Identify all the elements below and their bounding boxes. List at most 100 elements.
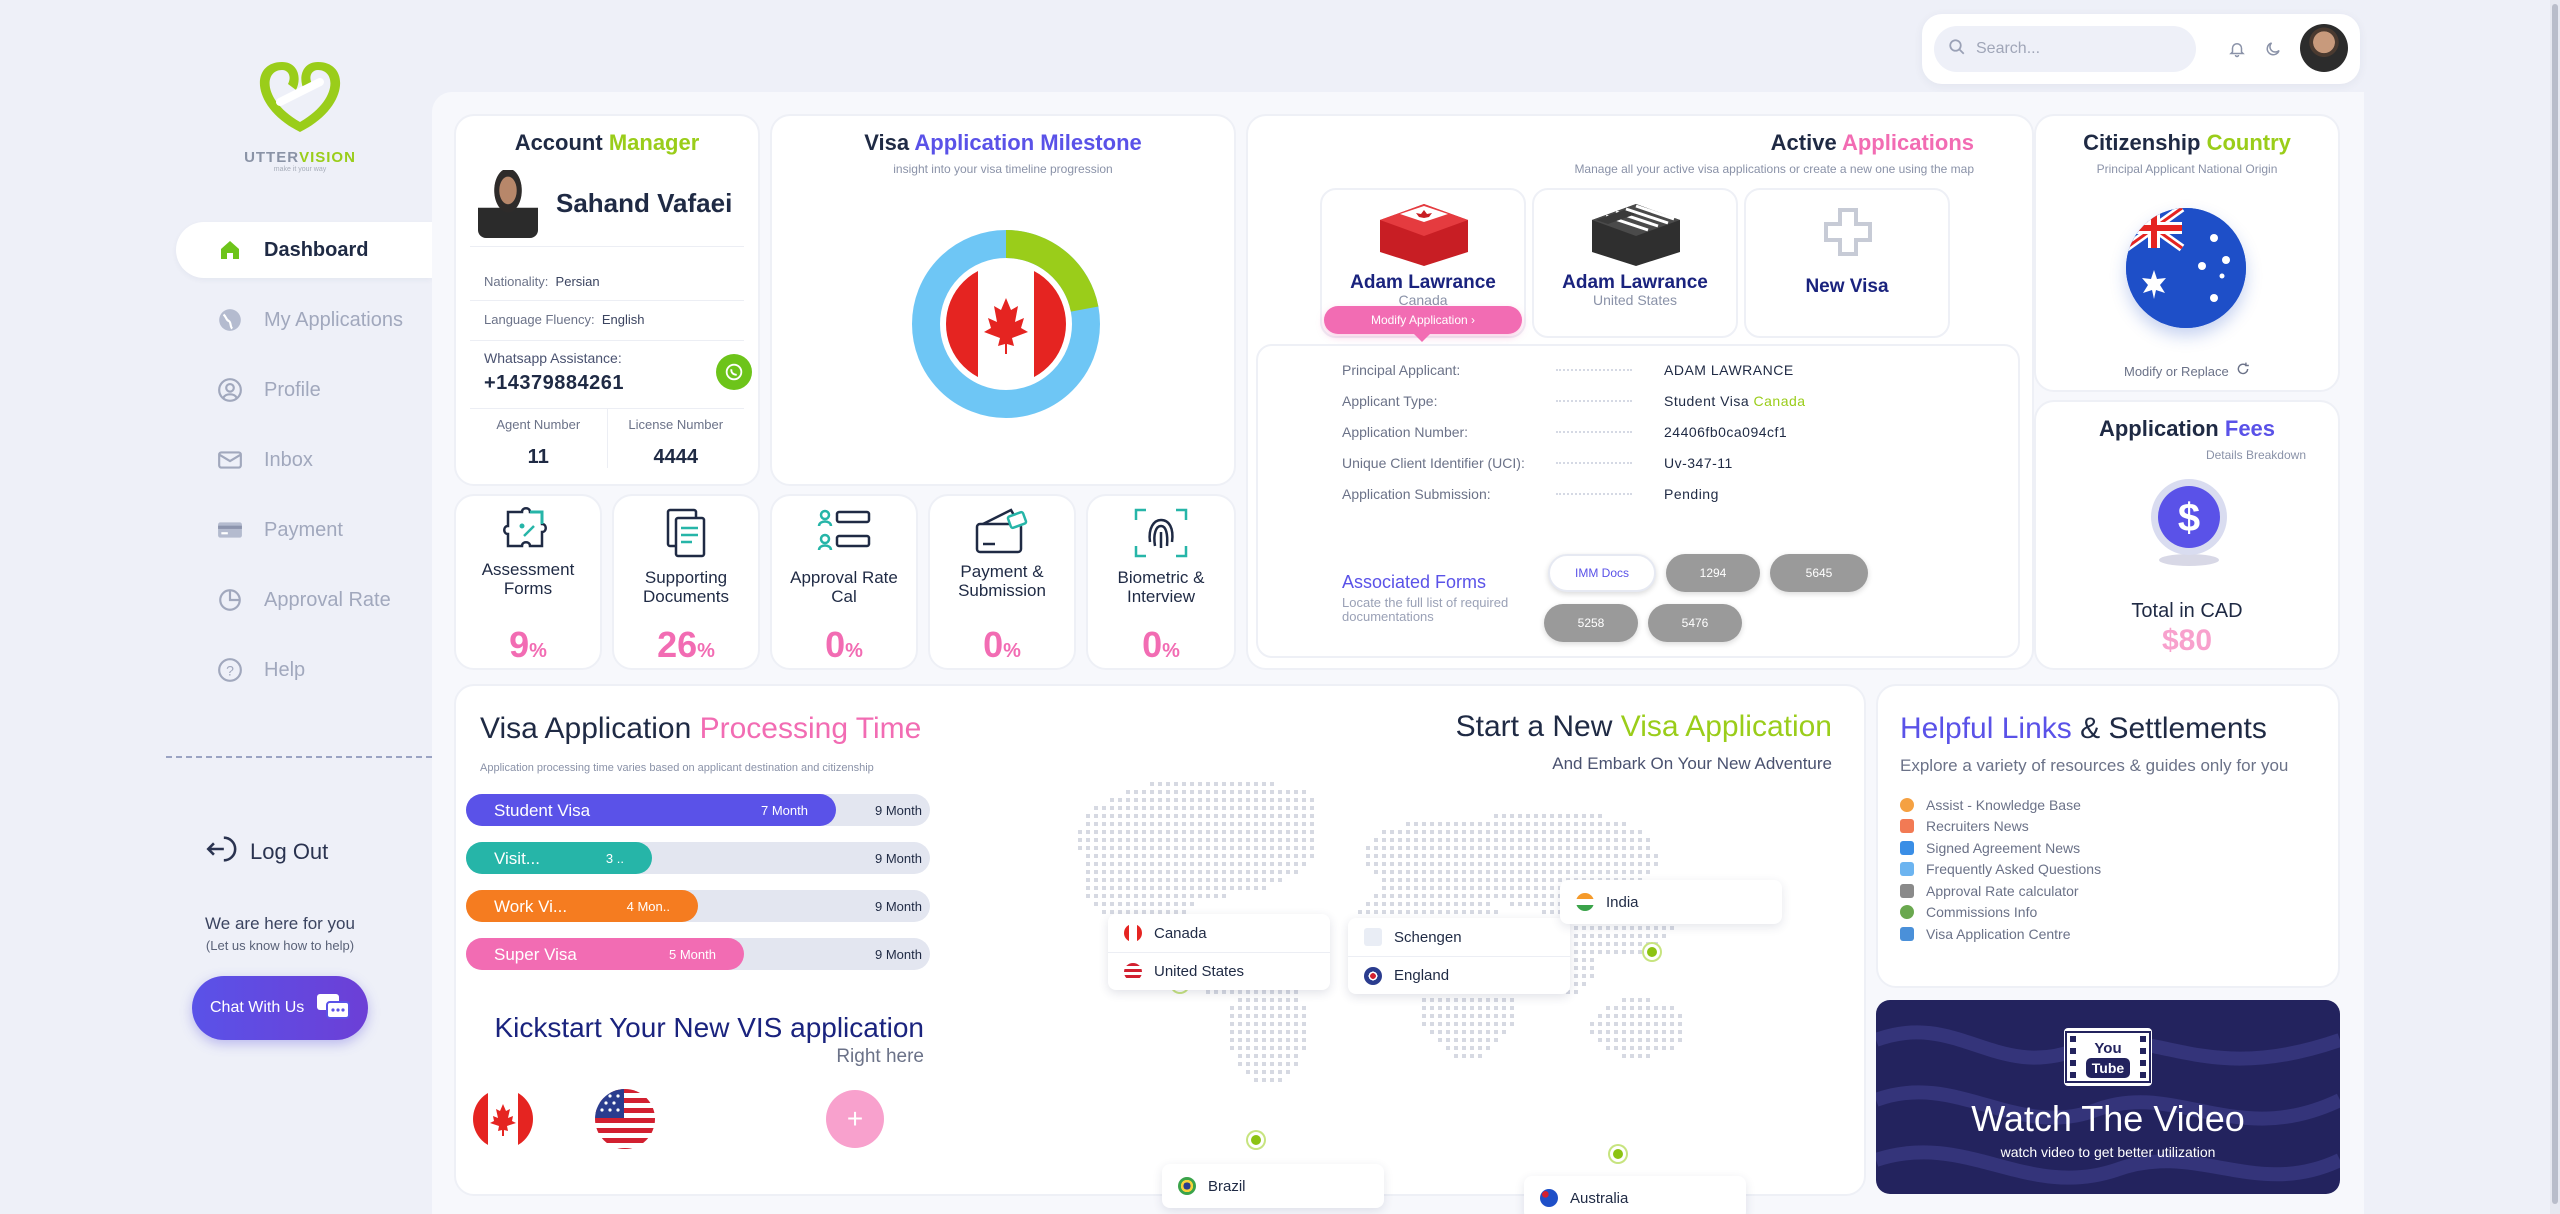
stat-payment-submission[interactable]: Payment & Submission 0%	[928, 494, 1076, 670]
stat-approval-rate-cal[interactable]: Approval Rate Cal 0%	[770, 494, 918, 670]
form-chip-1294[interactable]: 1294	[1666, 554, 1760, 592]
us-flag-button[interactable]	[594, 1088, 656, 1150]
map-dot	[1486, 886, 1490, 890]
watch-video-banner[interactable]: You Tube Watch The Video watch video to …	[1876, 1000, 2340, 1194]
map-dot	[1390, 870, 1394, 874]
stat-biometric-interview[interactable]: Biometric & Interview 0%	[1086, 494, 1236, 670]
sidebar-item-profile[interactable]: Profile	[176, 362, 432, 418]
option-canada[interactable]: Canada	[1108, 914, 1330, 952]
map-dot	[1494, 814, 1498, 818]
map-dot	[1526, 854, 1530, 858]
map-dot	[1310, 838, 1314, 842]
search-input[interactable]	[1976, 40, 2176, 58]
map-dot	[1270, 822, 1274, 826]
form-chip-5476[interactable]: 5476	[1648, 604, 1742, 642]
stat-supporting-documents[interactable]: Supporting Documents 26%	[612, 494, 760, 670]
link-commissions-info[interactable]: Commissions Info	[1900, 902, 2101, 924]
map-dot	[1262, 1078, 1266, 1082]
moon-icon[interactable]	[2264, 40, 2282, 63]
user-avatar[interactable]	[2300, 24, 2348, 72]
option-australia[interactable]: Australia	[1524, 1176, 1746, 1214]
map-pin-brazil[interactable]	[1248, 1132, 1264, 1148]
link-approval-rate-calculator[interactable]: Approval Rate calculator	[1900, 880, 2101, 902]
map-dot	[1606, 1006, 1610, 1010]
map-dot	[1286, 1054, 1290, 1058]
link-visa-application-centre[interactable]: Visa Application Centre	[1900, 923, 2101, 945]
map-dot	[1238, 862, 1242, 866]
home-icon	[216, 236, 244, 264]
map-dot	[1214, 894, 1218, 898]
map-dot	[1494, 1006, 1498, 1010]
option-england[interactable]: England	[1348, 956, 1570, 994]
bell-icon[interactable]	[2228, 40, 2246, 63]
whatsapp-number[interactable]: +14379884261	[484, 372, 625, 394]
new-visa-tile[interactable]: New Visa	[1744, 188, 1950, 338]
map-dot	[1606, 926, 1610, 930]
map-dot	[1222, 822, 1226, 826]
application-tile-united-states[interactable]: Adam Lawrance United States	[1532, 188, 1738, 338]
form-chip-5645[interactable]: 5645	[1770, 554, 1868, 592]
north-america-popup: Canada United States	[1108, 914, 1330, 990]
whatsapp-icon[interactable]	[716, 354, 752, 390]
map-dot	[1414, 830, 1418, 834]
map-dot	[1214, 878, 1218, 882]
option-schengen[interactable]: Schengen	[1348, 918, 1570, 956]
sidebar-item-my-applications[interactable]: My Applications	[176, 292, 432, 348]
map-dot	[1238, 886, 1242, 890]
option-united-states[interactable]: United States	[1108, 952, 1330, 990]
map-dot	[1102, 830, 1106, 834]
map-dot	[1582, 854, 1586, 858]
map-dot	[1486, 910, 1490, 914]
link-signed-agreement-news[interactable]: Signed Agreement News	[1900, 837, 2101, 859]
chat-with-us-button[interactable]: Chat With Us	[192, 976, 368, 1040]
logout-button[interactable]: Log Out	[204, 832, 328, 872]
sidebar-item-help[interactable]: ? Help	[176, 642, 432, 698]
modify-replace-link[interactable]: Modify or Replace	[2036, 362, 2338, 379]
map-pin-australia[interactable]	[1610, 1146, 1626, 1162]
map-dot	[1614, 1038, 1618, 1042]
map-pin-india[interactable]	[1644, 944, 1660, 960]
map-dot	[1142, 846, 1146, 850]
map-dot	[1614, 1014, 1618, 1018]
map-dot	[1494, 1014, 1498, 1018]
stat-assessment-forms[interactable]: Assessment Forms 9%	[454, 494, 602, 670]
map-dot	[1630, 1014, 1634, 1018]
map-dot	[1582, 814, 1586, 818]
map-dot	[1214, 790, 1218, 794]
option-brazil[interactable]: Brazil	[1162, 1164, 1384, 1208]
page-scrollbar[interactable]	[2550, 0, 2560, 1214]
map-dot	[1646, 862, 1650, 866]
brand-logo[interactable]: UTTERVISION make it your way	[240, 52, 360, 173]
link-recruiters-news[interactable]: Recruiters News	[1900, 816, 2101, 838]
map-dot	[1206, 806, 1210, 810]
map-dot	[1446, 1046, 1450, 1050]
map-dot	[1262, 838, 1266, 842]
modify-application-button[interactable]: Modify Application ›	[1324, 306, 1522, 334]
sidebar-item-inbox[interactable]: Inbox	[176, 432, 432, 488]
stat-label: Supporting Documents	[643, 568, 729, 606]
detail-row-applicant-type: Applicant Type: Student Visa Canada	[1342, 393, 1806, 409]
option-india[interactable]: India	[1560, 880, 1782, 924]
map-dot	[1678, 1038, 1682, 1042]
add-country-button[interactable]: +	[826, 1090, 884, 1148]
form-chip-5258[interactable]: 5258	[1544, 604, 1638, 642]
map-dot	[1494, 878, 1498, 882]
map-dot	[1174, 782, 1178, 786]
map-dot	[1422, 822, 1426, 826]
sidebar-item-payment[interactable]: Payment	[176, 502, 432, 558]
milestone-donut	[912, 230, 1100, 418]
canada-flag-button[interactable]	[472, 1088, 534, 1150]
scrollbar-thumb[interactable]	[2552, 4, 2558, 1204]
sidebar-item-dashboard[interactable]: Dashboard	[176, 222, 432, 278]
map-dot	[1454, 1022, 1458, 1026]
map-dot	[1238, 854, 1242, 858]
map-dot	[1646, 1038, 1650, 1042]
search-box[interactable]	[1934, 26, 2196, 72]
map-dot	[1486, 1006, 1490, 1010]
map-dot	[1278, 1046, 1282, 1050]
sidebar-item-approval-rate[interactable]: Approval Rate	[176, 572, 432, 628]
link-knowledge-base[interactable]: Assist - Knowledge Base	[1900, 794, 2101, 816]
form-chip-imm-docs[interactable]: IMM Docs	[1548, 554, 1656, 592]
link-faq[interactable]: Frequently Asked Questions	[1900, 859, 2101, 881]
map-dot	[1294, 838, 1298, 842]
